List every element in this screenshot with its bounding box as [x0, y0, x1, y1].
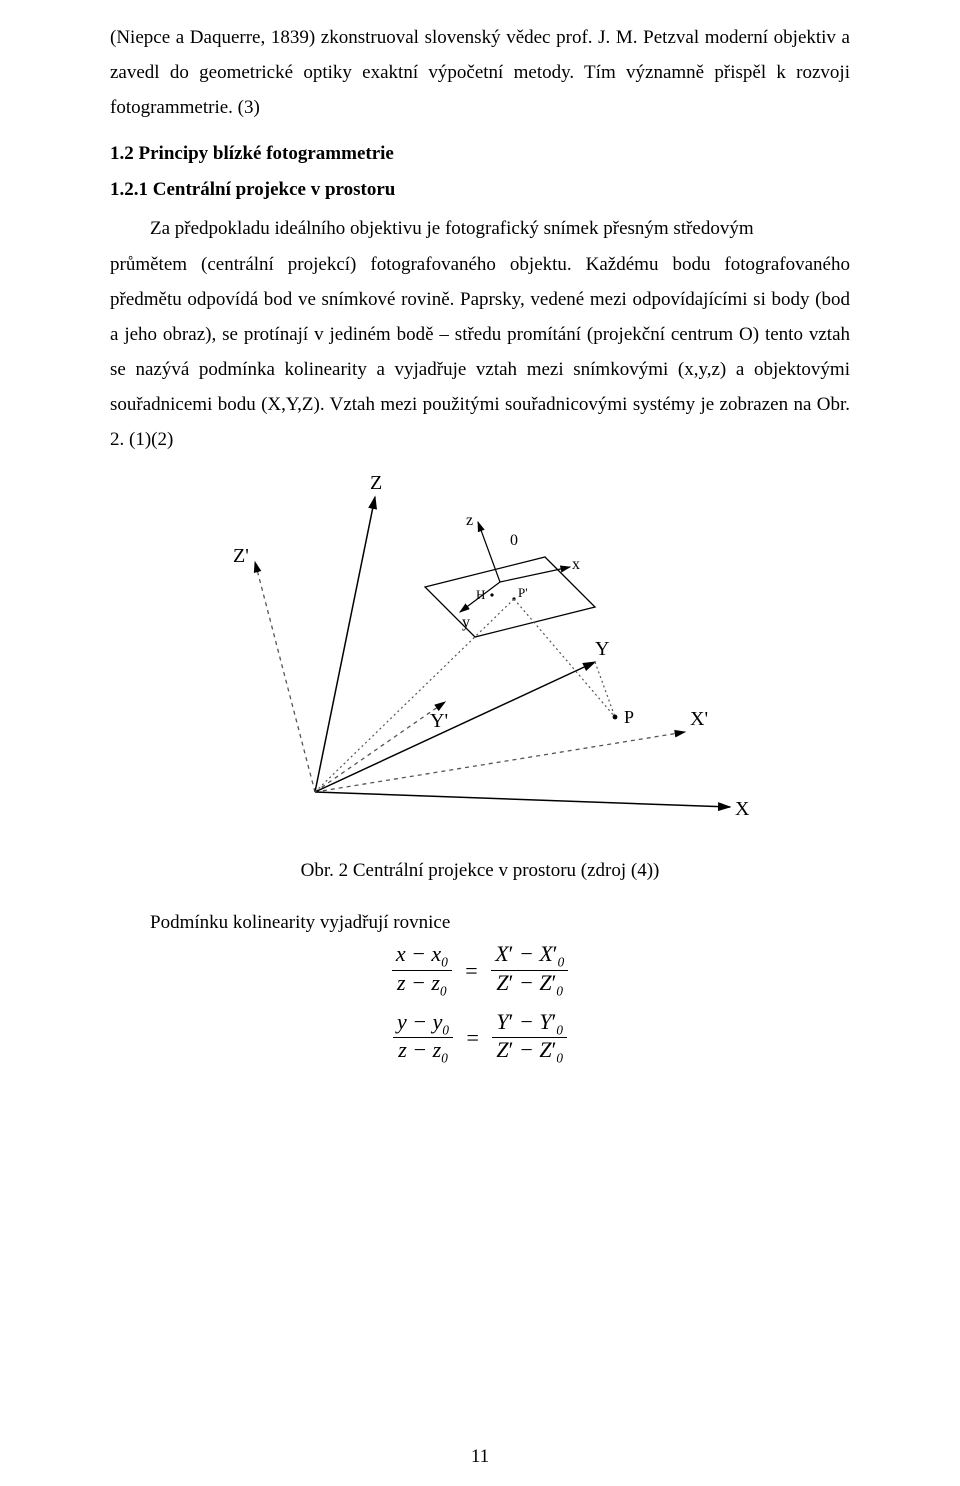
section-heading-1-2: 1.2 Principy blízké fotogrammetrie	[110, 143, 850, 165]
figure-2: Z Z' Y' Y X' X P z y x 0 H P'	[110, 467, 850, 852]
label-Z: Z	[370, 472, 382, 494]
label-ly: y	[462, 614, 470, 631]
intro-paragraph: (Niepce a Daquerre, 1839) zkonstruoval s…	[110, 20, 850, 125]
body-p2-lead: Za předpokladu ideálního objektivu je fo…	[110, 211, 850, 246]
equation-1: x − x0 z − z0 = X′ − X′0 Z′ − Z′0	[110, 942, 850, 998]
equation-2: y − y0 z − z0 = Y′ − Y′0 Z′ − Z′0	[110, 1010, 850, 1066]
label-Zprime: Z'	[233, 545, 249, 567]
label-l0: 0	[510, 532, 518, 549]
label-lPprime: P'	[518, 585, 528, 600]
label-Yprime: Y'	[430, 710, 448, 732]
label-lz: z	[466, 512, 473, 529]
page-number: 11	[0, 1446, 960, 1468]
label-X: X	[735, 798, 750, 820]
body-p2-rest: průmětem (centrální projekcí) fotografov…	[110, 247, 850, 458]
equations-lead: Podmínku kolinearity vyjadřují rovnice	[110, 912, 850, 934]
label-lx: x	[572, 556, 580, 573]
label-Xprime: X'	[690, 708, 708, 730]
subsection-heading-1-2-1: 1.2.1 Centrální projekce v prostoru	[110, 179, 850, 201]
central-projection-diagram: Z Z' Y' Y X' X P z y x 0 H P'	[200, 467, 760, 847]
label-Y: Y	[595, 638, 609, 660]
label-lH: H	[476, 587, 485, 602]
figure-2-caption: Obr. 2 Centrální projekce v prostoru (zd…	[110, 860, 850, 882]
label-P: P	[624, 707, 634, 727]
